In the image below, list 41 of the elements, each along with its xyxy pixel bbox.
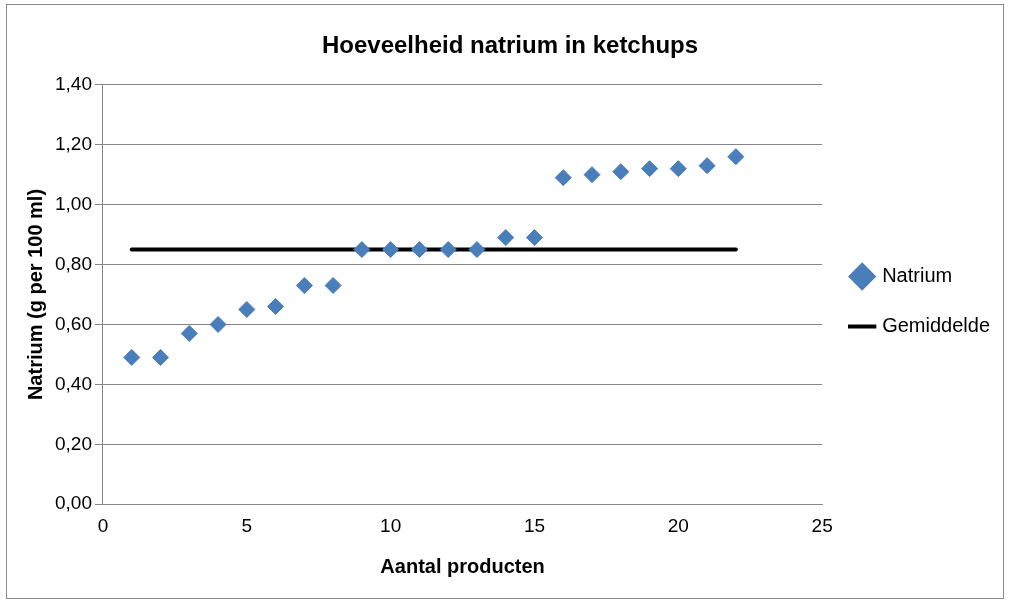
point	[382, 241, 400, 259]
point	[468, 241, 486, 259]
x-tick-label: 25	[811, 514, 833, 536]
point	[554, 169, 572, 187]
y-axis-title: Natrium (g per 100 ml)	[23, 188, 46, 401]
x-tick-label: 10	[380, 514, 402, 536]
y-tick-label: 0,80	[55, 252, 92, 274]
y-tick-label: 1,20	[55, 132, 92, 154]
y-tick-label: 0,40	[55, 372, 92, 394]
point	[669, 160, 687, 178]
point	[123, 348, 141, 366]
point	[641, 160, 659, 178]
y-tick-label: 1,40	[55, 73, 92, 95]
point	[180, 324, 198, 342]
point	[238, 300, 256, 318]
x-tick-label: 15	[523, 514, 546, 536]
x-axis-title: Aantal producten	[380, 554, 545, 577]
point	[525, 229, 543, 247]
point	[324, 277, 342, 295]
point	[583, 166, 601, 184]
y-tick-label: 0,20	[55, 432, 92, 454]
point	[295, 277, 313, 295]
x-tick-label: 20	[667, 514, 689, 536]
y-tick-label: 0,60	[55, 312, 92, 334]
point	[267, 297, 285, 315]
point	[353, 241, 371, 259]
point	[497, 229, 515, 247]
point	[410, 241, 428, 259]
point	[152, 348, 170, 366]
x-tick-label: 0	[97, 514, 109, 536]
point	[439, 241, 457, 259]
x-tick-label: 5	[241, 514, 253, 536]
point	[698, 157, 716, 175]
y-tick-label: 0,00	[55, 492, 92, 514]
point	[727, 148, 745, 166]
point	[612, 163, 630, 181]
y-tick-label: 1,00	[55, 192, 92, 214]
point	[209, 315, 227, 333]
legend-label: Natrium	[882, 264, 953, 287]
legend-label: Gemiddelde	[882, 314, 990, 337]
chart-title: Hoeveelheid natrium in ketchups	[321, 31, 699, 59]
